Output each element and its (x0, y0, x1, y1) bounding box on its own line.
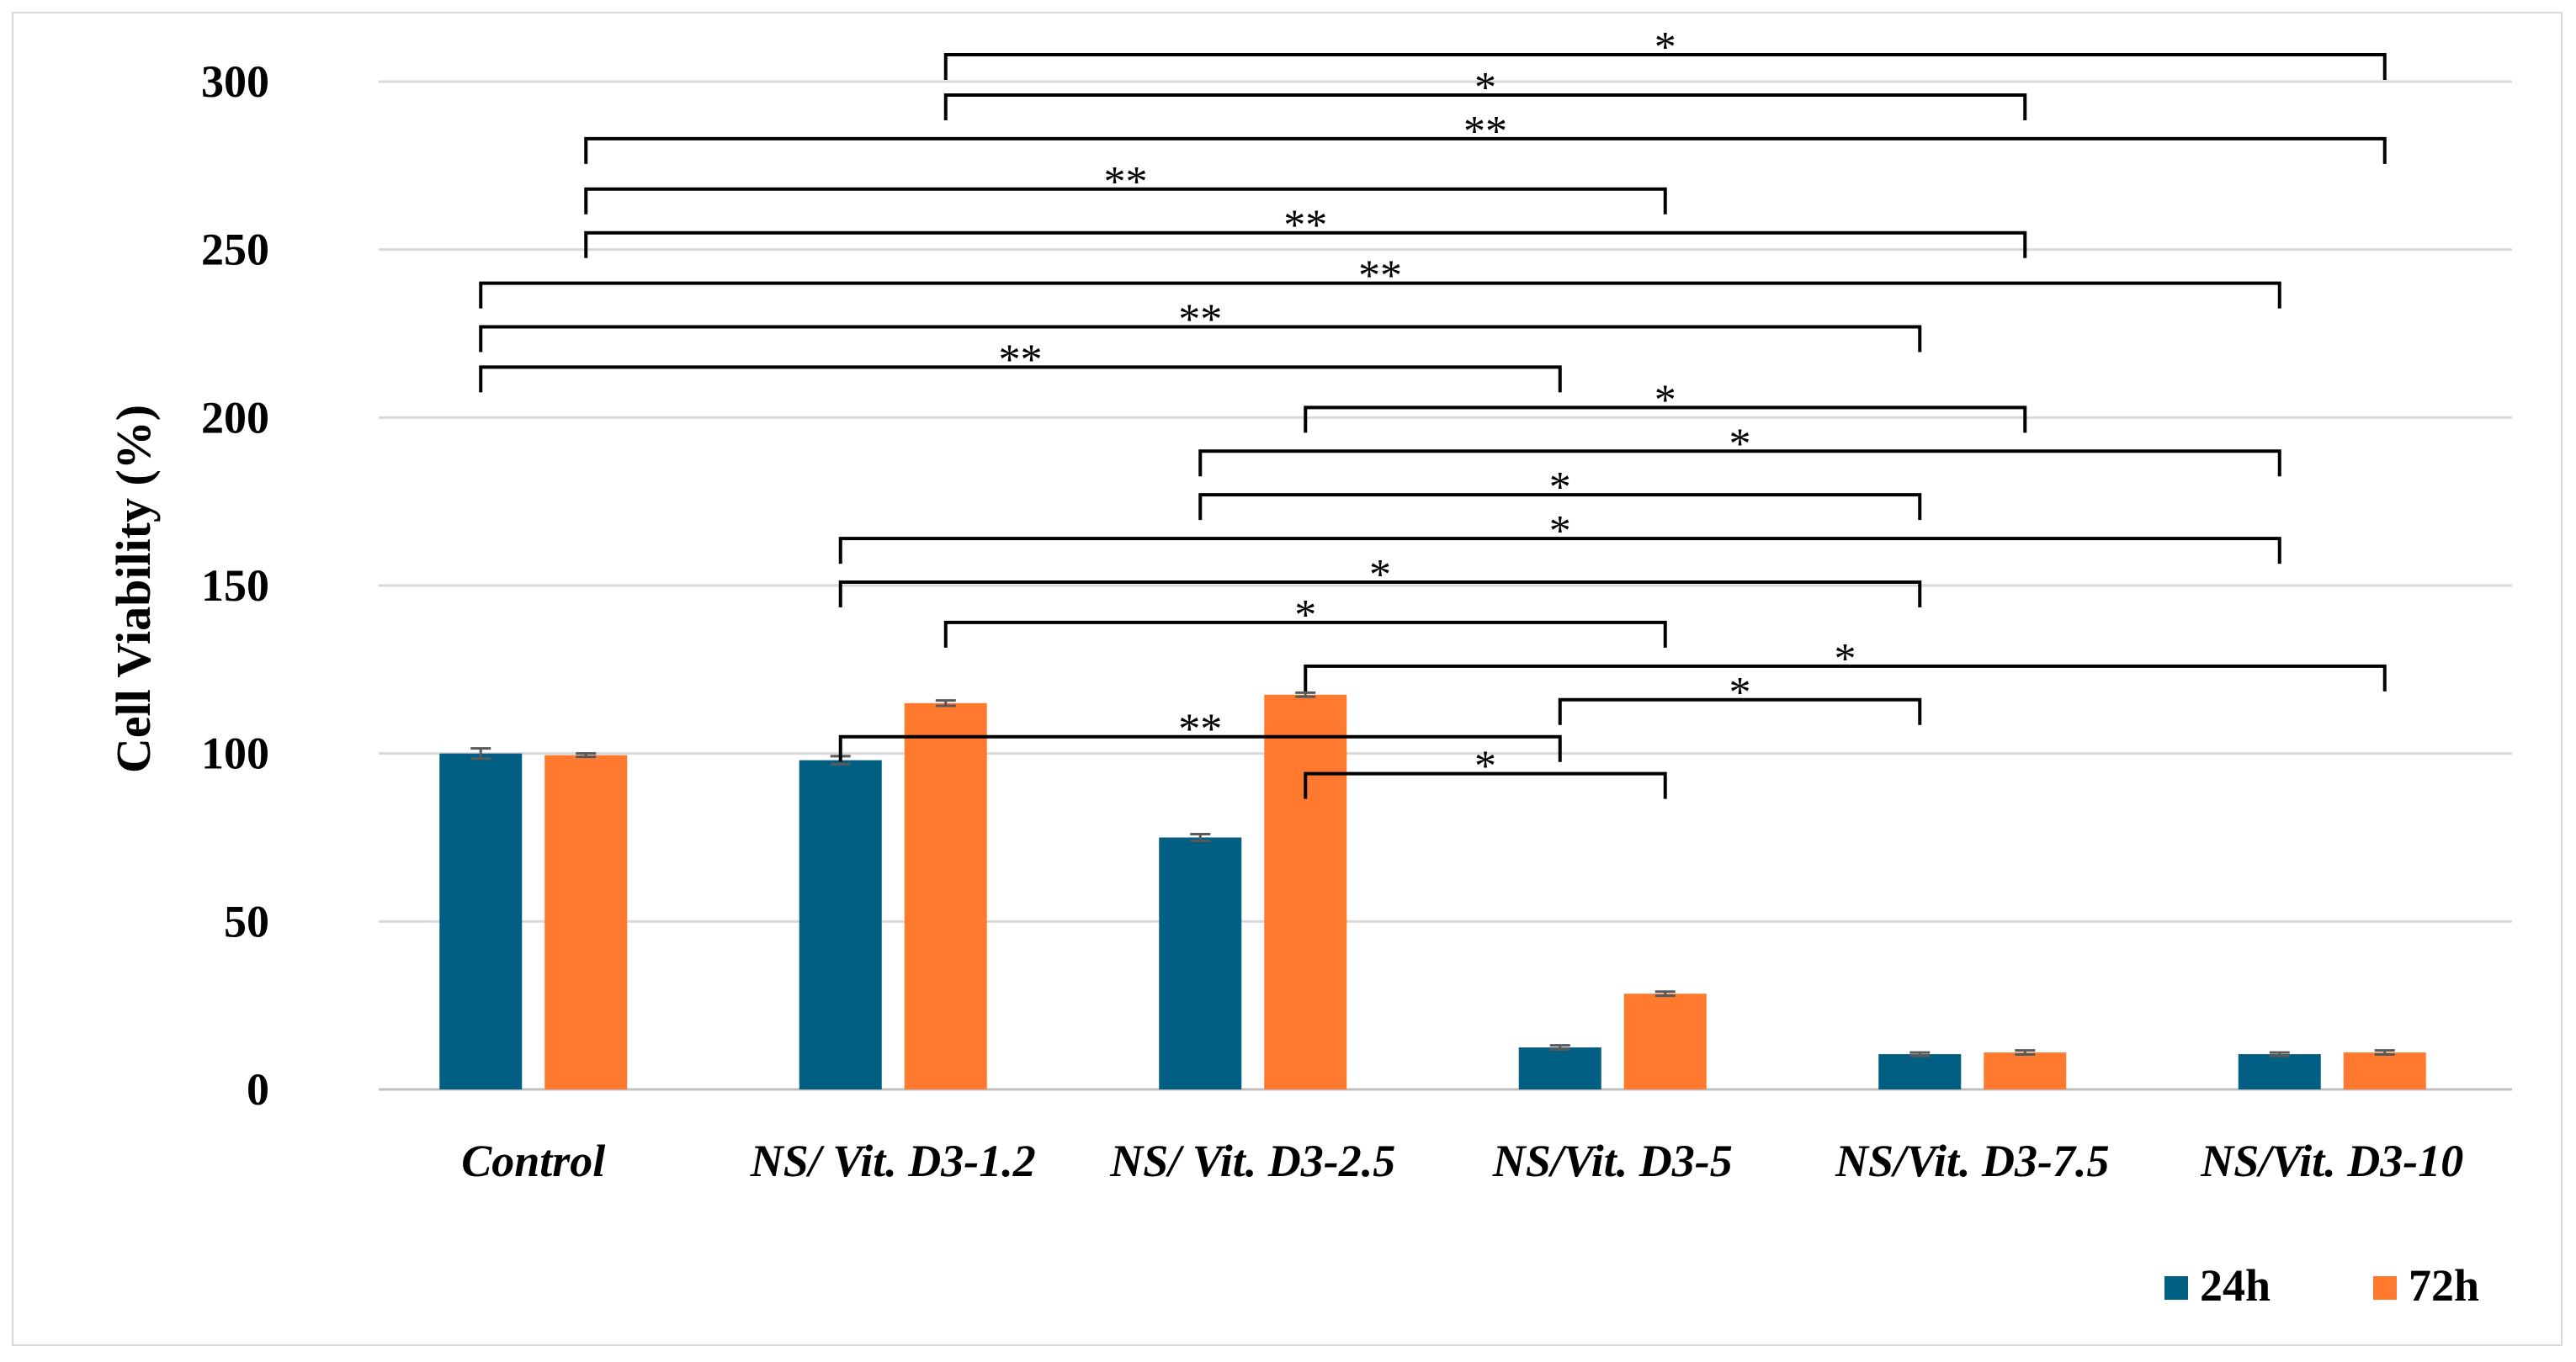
significance-bracket: * (1304, 743, 1667, 799)
y-tick-label: 200 (201, 392, 269, 443)
gridlines (379, 80, 2512, 1091)
legend-label: 72h (2409, 1260, 2479, 1311)
significance-label: * (1294, 591, 1316, 639)
significance-label: * (1654, 376, 1676, 424)
significance-label: * (1474, 64, 1496, 112)
significance-label: * (1729, 669, 1751, 717)
y-tick-label: 50 (224, 896, 269, 946)
significance-label: * (1729, 420, 1751, 468)
significance-bracket: * (1198, 420, 2281, 477)
category-label: NS/Vit. D3-7.5 (1835, 1136, 2110, 1186)
error-bar (935, 699, 956, 707)
significance-bracket: * (1304, 376, 2027, 433)
y-tick-label: 250 (201, 225, 269, 275)
category-label: NS/ Vit. D3-1.2 (750, 1136, 1036, 1186)
significance-bracket: ** (838, 706, 1562, 762)
significance-bracket: ** (479, 336, 1562, 393)
significance-bracket: * (943, 24, 2387, 81)
bar-24h-4 (1878, 1054, 1962, 1089)
y-tick-label: 0 (247, 1064, 269, 1115)
bar-24h-1 (799, 760, 882, 1089)
significance-bracket: * (838, 507, 2281, 564)
significance-bracket: * (943, 591, 1667, 648)
error-bar (2374, 1049, 2395, 1056)
significance-bracket: * (1304, 635, 2387, 692)
bar-72h-3 (1623, 994, 1707, 1089)
significance-bracket: ** (479, 252, 2281, 309)
error-bar (1190, 833, 1211, 842)
bar-24h-3 (1518, 1047, 1601, 1089)
bar-24h-5 (2238, 1054, 2321, 1089)
significance-bracket: * (1198, 464, 1922, 521)
significance-label: ** (1178, 296, 1222, 344)
bar-72h-5 (2343, 1052, 2426, 1089)
significance-label: ** (1178, 706, 1222, 754)
error-bar (1909, 1051, 1931, 1057)
y-tick-label: 150 (201, 560, 269, 611)
error-bar (2269, 1051, 2290, 1057)
category-label: NS/Vit. D3-5 (1492, 1136, 1733, 1186)
legend-swatch (2164, 1276, 2188, 1300)
category-label: NS/Vit. D3-10 (2200, 1136, 2463, 1186)
error-bar (1549, 1044, 1570, 1051)
y-tick-label: 100 (201, 729, 269, 779)
significance-label: * (1549, 464, 1571, 511)
error-bar (470, 747, 491, 760)
y-axis-label: Cell Viability (%) (106, 405, 161, 773)
significance-label: * (1835, 635, 1856, 683)
legend-label: 24h (2200, 1260, 2271, 1311)
category-label: Control (461, 1136, 605, 1186)
significance-label: ** (1283, 202, 1327, 250)
bar-72h-0 (544, 755, 628, 1089)
legend: 24h 72h (2164, 1260, 2479, 1311)
bars (439, 691, 2426, 1089)
legend-item-72h: 72h (2373, 1260, 2479, 1311)
bar-24h-2 (1159, 837, 1242, 1089)
significance-label: * (1369, 551, 1391, 599)
significance-label: ** (999, 336, 1043, 384)
significance-label: ** (1104, 158, 1148, 206)
significance-bracket: * (838, 551, 1922, 608)
significance-label: ** (1358, 252, 1402, 300)
significance-bracket: ** (584, 202, 2027, 258)
y-tick-label: 300 (201, 56, 269, 107)
legend-swatch (2373, 1276, 2397, 1300)
error-bar (2015, 1049, 2036, 1056)
error-bar (1654, 990, 1676, 998)
error-bar (1295, 691, 1316, 698)
legend-item-24h: 24h (2164, 1260, 2271, 1311)
bar-72h-2 (1264, 694, 1347, 1089)
significance-label: * (1654, 24, 1676, 72)
significance-bracket: ** (584, 108, 2387, 164)
bar-24h-0 (439, 753, 523, 1089)
significance-bracket: * (943, 64, 2027, 120)
bar-72h-1 (904, 702, 987, 1089)
error-bar (576, 752, 597, 759)
significance-label: * (1549, 507, 1571, 555)
y-tick-labels: 0 50 100 150 200 250 300 (201, 56, 269, 1115)
category-label: NS/ Vit. D3-2.5 (1109, 1136, 1395, 1186)
bar-72h-4 (1984, 1052, 2067, 1089)
significance-bracket: * (1558, 669, 1922, 725)
significance-label: * (1474, 743, 1496, 791)
significance-brackets: ************************* (479, 24, 2387, 799)
category-labels: Control NS/ Vit. D3-1.2 NS/ Vit. D3-2.5 NS/… (461, 1136, 2463, 1186)
significance-bracket: ** (479, 296, 1922, 352)
significance-bracket: ** (584, 158, 1667, 215)
significance-label: ** (1463, 108, 1507, 156)
